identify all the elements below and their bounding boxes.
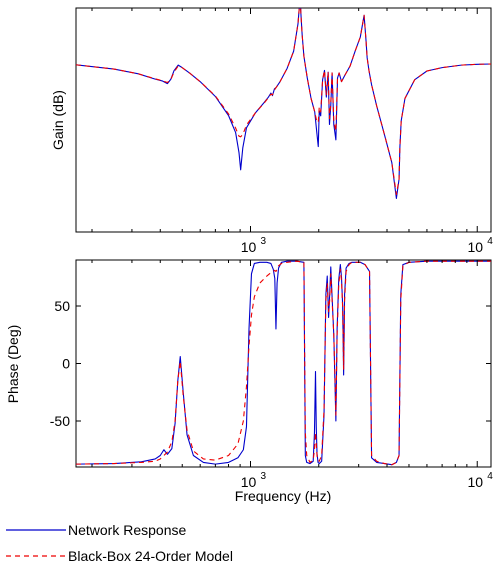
gain-series-network-response xyxy=(76,8,491,199)
gain-x-tick-exponent: 4 xyxy=(487,236,493,247)
phase-series-network-response xyxy=(76,260,491,466)
phase-y-ticks: 50 0 -50 xyxy=(50,298,491,429)
gain-panel: 10 3 10 4 Gain (dB) xyxy=(50,7,493,255)
gain-plot-area xyxy=(75,7,492,233)
phase-panel: 10 3 10 4 500-50 Phase (Deg) Frequency (Hz) xyxy=(5,259,493,504)
phase-x-axis-label: Frequency (Hz) xyxy=(235,488,331,504)
legend: Network Response Black-Box 24-Order Mode… xyxy=(6,522,233,564)
phase-series-group xyxy=(76,260,491,466)
gain-series-group xyxy=(76,8,491,199)
phase-x-tick-exponent: 4 xyxy=(487,471,493,482)
phase-plot-area xyxy=(75,259,492,468)
phase-y-axis-label: Phase (Deg) xyxy=(5,325,21,404)
gain-x-tick-exponent: 3 xyxy=(260,236,266,247)
legend-label-black-box-model: Black-Box 24-Order Model xyxy=(68,548,233,564)
gain-x-tick-label: 10 xyxy=(467,239,483,255)
gain-y-axis-label: Gain (dB) xyxy=(50,90,66,150)
phase-series-black-box-model xyxy=(76,260,491,466)
phase-x-tick-label: 10 xyxy=(241,474,257,490)
legend-label-network-response: Network Response xyxy=(68,522,186,538)
gain-series-black-box-model xyxy=(76,8,491,196)
gain-x-ticks: 10 3 10 4 xyxy=(91,8,493,255)
phase-x-tick-exponent: 3 xyxy=(260,471,266,482)
gain-x-tick-label: 10 xyxy=(241,239,257,255)
phase-y-tick-label: 0 xyxy=(62,356,70,372)
phase-y-tick-label: 50 xyxy=(54,298,70,314)
phase-x-ticks: 10 3 10 4 xyxy=(91,260,493,490)
phase-y-tick-label: -50 xyxy=(50,413,70,429)
phase-x-tick-label: 10 xyxy=(467,474,483,490)
